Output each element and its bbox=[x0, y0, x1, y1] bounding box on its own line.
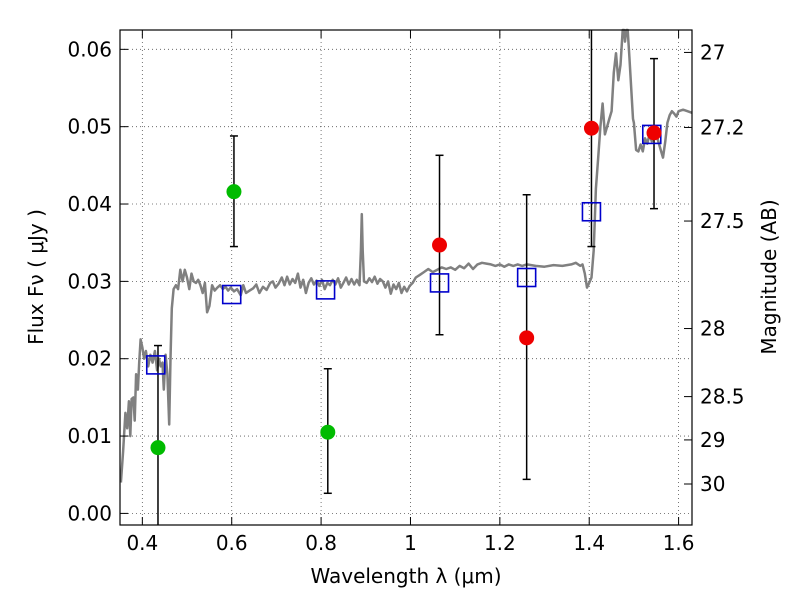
plot-background bbox=[120, 30, 692, 525]
mag-tick-label: 30 bbox=[700, 472, 725, 496]
x-tick-label: 1 bbox=[404, 531, 417, 555]
green-point bbox=[320, 424, 336, 440]
x-tick-label: 1.6 bbox=[663, 531, 695, 555]
y-tick-label: 0.06 bbox=[67, 37, 112, 61]
x-tick-label: 1.2 bbox=[484, 531, 516, 555]
tick-group: 0.4 0.6 0.8 1 1.2 1.4 1.6 0.00 0.01 0.02 0.03 0.04 0… bbox=[67, 30, 745, 555]
sed-curve bbox=[119, 28, 693, 483]
x-tick-label: 0.4 bbox=[126, 531, 158, 555]
red-point bbox=[583, 120, 599, 136]
sed-curve-group bbox=[119, 28, 693, 483]
mag-tick-label: 28.5 bbox=[700, 385, 745, 409]
mag-tick-label: 27.5 bbox=[700, 209, 745, 233]
green-point bbox=[226, 184, 242, 200]
y-tick-label: 0.04 bbox=[67, 192, 112, 216]
red-point bbox=[646, 125, 662, 141]
plot-frame bbox=[119, 29, 693, 526]
y-tick-label: 0.03 bbox=[67, 269, 112, 293]
mag-tick-label: 29 bbox=[700, 428, 725, 452]
model-square bbox=[429, 273, 450, 293]
y-tick-label: 0.02 bbox=[67, 347, 112, 371]
mag-tick-label: 27.2 bbox=[700, 115, 745, 139]
model-square bbox=[581, 201, 602, 222]
model-square bbox=[145, 355, 166, 375]
y-tick-label: 0.00 bbox=[67, 501, 112, 525]
x-tick-label: 0.8 bbox=[305, 531, 337, 555]
mag-tick-label: 28 bbox=[700, 317, 725, 341]
green-point-group bbox=[150, 184, 336, 456]
red-point bbox=[432, 237, 448, 253]
x-tick-label: 1.4 bbox=[573, 531, 605, 555]
x-tick-label: 0.6 bbox=[216, 531, 248, 555]
red-point bbox=[519, 330, 535, 346]
model-square bbox=[315, 280, 336, 300]
x-axis-label: Wavelength λ (μm) bbox=[310, 564, 501, 588]
model-square bbox=[516, 267, 537, 288]
y-tick-label: 0.05 bbox=[67, 115, 112, 139]
green-point bbox=[150, 440, 166, 456]
model-square bbox=[221, 284, 242, 305]
red-point-group bbox=[432, 120, 662, 346]
model-square-group bbox=[145, 124, 662, 375]
y-tick-label: 0.01 bbox=[67, 424, 112, 448]
y-axis-right-label: Magnitude (AB) bbox=[757, 199, 781, 354]
mag-tick-label: 27 bbox=[700, 40, 725, 64]
y-axis-label: Flux Fν ( μJy ) bbox=[24, 209, 48, 345]
